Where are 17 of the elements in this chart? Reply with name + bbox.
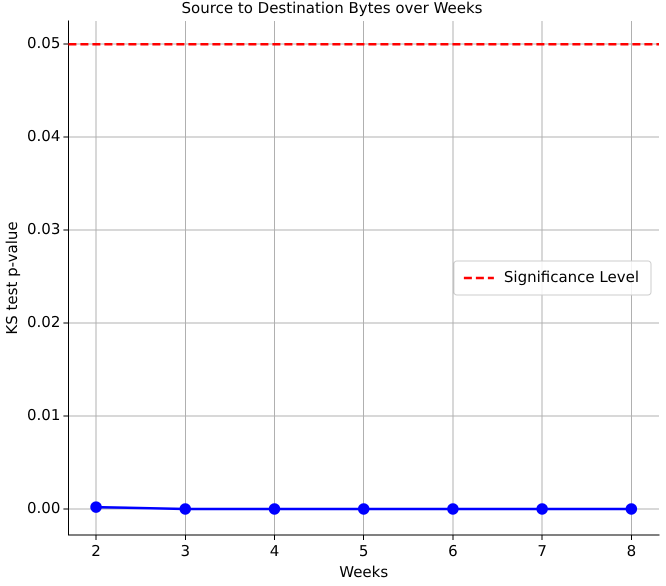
y-tick-label: 0.03 (26, 220, 60, 238)
x-tick-label: 4 (270, 542, 280, 560)
x-axis-title: Weeks (339, 562, 388, 581)
x-tick-label: 3 (180, 542, 190, 560)
chart-title: Source to Destination Bytes over Weeks (182, 0, 483, 17)
y-tick-label: 0.04 (26, 127, 60, 146)
y-tick-label: 0.00 (26, 498, 60, 517)
y-tick-label: 0.05 (26, 34, 60, 52)
x-tick-label: 8 (626, 542, 636, 560)
legend-label: Significance Level (504, 268, 640, 286)
x-tick-label: 5 (358, 542, 368, 560)
y-tick-label: 0.01 (26, 406, 60, 424)
y-tick-label: 0.02 (26, 312, 60, 331)
x-tick-label: 6 (448, 542, 458, 560)
x-tick-label: 7 (537, 542, 547, 560)
x-tick-label: 2 (91, 542, 101, 560)
y-axis-title: KS test p-value (2, 221, 21, 335)
